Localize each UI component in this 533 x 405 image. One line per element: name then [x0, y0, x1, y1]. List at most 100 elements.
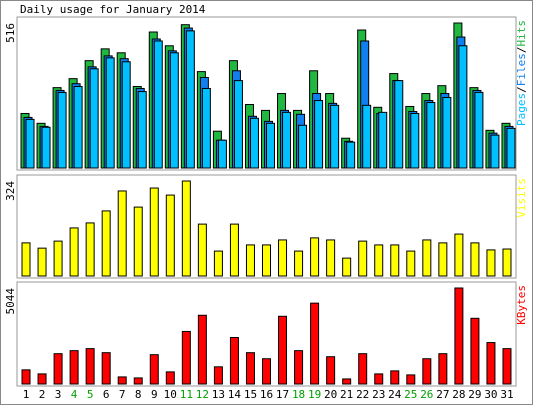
bar [278, 315, 288, 385]
x-tick-label: 12 [196, 388, 209, 401]
bar [342, 257, 352, 277]
bar [298, 124, 308, 169]
legend-separator: / [515, 47, 528, 54]
bar [502, 348, 512, 385]
bar [137, 91, 147, 169]
x-tick-label: 10 [164, 388, 177, 401]
bar [57, 91, 67, 169]
bar [69, 227, 79, 277]
bar [278, 239, 288, 277]
bar [406, 250, 416, 277]
bar [362, 104, 372, 169]
bar [233, 80, 243, 169]
x-tick-label: 21 [340, 388, 353, 401]
bar [89, 68, 99, 169]
legend: Visits [515, 178, 528, 218]
x-tick-label: 4 [71, 388, 78, 401]
bar [197, 314, 207, 385]
bar [490, 134, 500, 169]
legend-separator: / [515, 86, 528, 93]
bar [438, 353, 448, 385]
legend-entry: Hits [515, 20, 528, 47]
x-tick-label: 19 [308, 388, 321, 401]
legend-entry: Visits [515, 178, 528, 218]
bar [101, 352, 111, 385]
bar [85, 222, 95, 277]
bar [121, 61, 131, 169]
bar [486, 342, 496, 385]
x-tick-label: 26 [420, 388, 433, 401]
bar [310, 302, 320, 385]
bar [69, 350, 79, 385]
legend-entry: Files [515, 53, 528, 86]
bar [101, 210, 111, 277]
bar [53, 353, 63, 385]
bar [454, 287, 464, 385]
x-tick-label: 29 [468, 388, 481, 401]
x-tick-label: 16 [260, 388, 273, 401]
bar [282, 111, 292, 169]
bar [165, 371, 175, 385]
bar [262, 244, 271, 277]
bar [326, 356, 336, 385]
x-tick-label: 28 [452, 388, 465, 401]
bar [25, 118, 35, 169]
y-tick-label: 324 [4, 181, 17, 201]
x-tick-label: 30 [484, 388, 497, 401]
bar [454, 233, 464, 277]
bar [422, 239, 432, 277]
bar [249, 117, 259, 169]
bar [442, 96, 452, 169]
bar [165, 194, 175, 277]
bar [426, 102, 436, 169]
x-tick-label: 23 [372, 388, 385, 401]
bar [358, 240, 368, 277]
x-tick-label: 3 [55, 388, 62, 401]
bar [21, 242, 31, 277]
bar [181, 180, 191, 277]
bar [474, 91, 484, 169]
bar [374, 244, 384, 277]
legend-entry: Pages [515, 93, 528, 126]
x-tick-label: 24 [388, 388, 402, 401]
bar [294, 350, 304, 385]
bar [105, 57, 115, 169]
bar [37, 247, 47, 277]
bar [294, 250, 304, 277]
bar [310, 237, 320, 277]
x-tick-label: 22 [356, 388, 369, 401]
bar [346, 141, 356, 169]
bar [117, 190, 127, 277]
bar [410, 112, 420, 169]
bar [85, 348, 95, 385]
bar [185, 30, 195, 169]
bar [438, 242, 448, 277]
legend: Pages/Files/Hits [515, 20, 528, 126]
bar [470, 317, 480, 385]
x-tick-label: 13 [212, 388, 225, 401]
bar [149, 354, 159, 385]
x-tick-label: 1 [23, 388, 30, 401]
bar [149, 187, 159, 277]
x-tick-label: 20 [324, 388, 337, 401]
bar [390, 370, 400, 385]
y-tick-label: 516 [4, 23, 17, 43]
bar [314, 100, 324, 169]
bar [21, 369, 31, 385]
bar [37, 373, 47, 385]
bar [502, 248, 512, 277]
bar [133, 377, 143, 385]
bar [181, 330, 191, 385]
x-tick-label: 6 [103, 388, 110, 401]
legend: KBytes [515, 285, 528, 325]
bar [229, 223, 239, 277]
x-tick-label: 14 [228, 388, 242, 401]
x-tick-label: 25 [404, 388, 417, 401]
bar [266, 122, 275, 169]
bar [390, 244, 400, 277]
bar [358, 353, 368, 385]
bar [197, 223, 207, 277]
bar [133, 206, 143, 277]
x-tick-label: 15 [244, 388, 257, 401]
